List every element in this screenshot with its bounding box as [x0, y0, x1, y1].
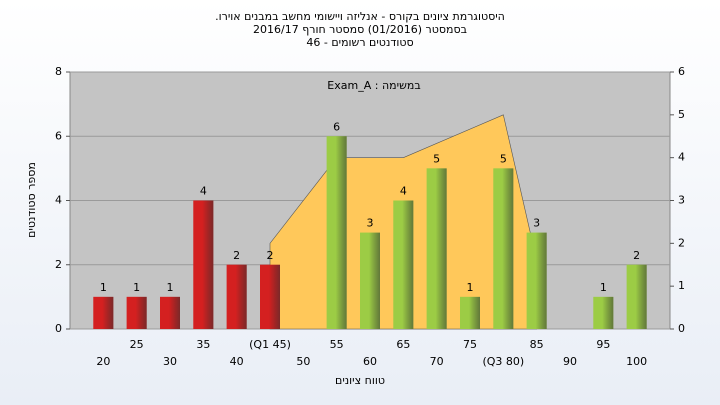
annotation: במשימה : Exam_A	[327, 79, 420, 92]
y-tick-label: 8	[55, 65, 62, 78]
bar-shade	[326, 136, 347, 329]
bar-shade	[160, 296, 180, 329]
y-axis-title: מספר סטודנטים	[25, 162, 38, 238]
x-tick-label: 50	[296, 355, 310, 368]
bar-shade	[126, 296, 147, 329]
chart-title: היסטוגרמת ציונים בקורס - אנליזה ויישומי …	[215, 10, 505, 23]
x-tick-label: (Q3 80)	[482, 355, 524, 368]
x-tick-label: 90	[563, 355, 577, 368]
data-label: 2	[233, 249, 240, 262]
data-label: 3	[367, 217, 374, 230]
x-tick-label: 35	[196, 338, 210, 351]
bar-shade	[526, 232, 547, 329]
chart-subtitle: בסמסטר (01/2016) סמסטר חורף 2016/17	[253, 23, 467, 36]
y2-tick-label: 4	[678, 151, 685, 164]
y-tick-label: 4	[55, 194, 62, 207]
bar-shade	[426, 168, 447, 329]
data-label: 1	[467, 281, 474, 294]
x-tick-label: 95	[596, 338, 610, 351]
x-tick-label: 65	[396, 338, 410, 351]
y-tick-label: 0	[55, 322, 62, 335]
data-label: 1	[133, 281, 140, 294]
data-label: 4	[200, 185, 207, 198]
y-tick-label: 2	[55, 258, 62, 271]
data-label: 1	[167, 281, 174, 294]
x-tick-label: 60	[363, 355, 377, 368]
data-label: 1	[100, 281, 107, 294]
data-label: 5	[433, 152, 440, 165]
bar-shade	[226, 264, 247, 329]
y2-tick-label: 3	[678, 194, 685, 207]
data-label: 4	[400, 185, 407, 198]
x-tick-label: 20	[96, 355, 110, 368]
x-tick-label: (Q1 45)	[249, 338, 291, 351]
bar-shade	[493, 168, 514, 329]
x-tick-label: 75	[463, 338, 477, 351]
x-tick-label: 100	[626, 355, 647, 368]
data-label: 6	[333, 120, 340, 133]
data-label: 2	[267, 249, 274, 262]
bar-shade	[626, 264, 647, 329]
data-label: 2	[633, 249, 640, 262]
bar-shade	[260, 264, 280, 329]
x-tick-label: 30	[163, 355, 177, 368]
x-tick-label: 70	[430, 355, 444, 368]
x-tick-label: 40	[230, 355, 244, 368]
bar-shade	[593, 296, 614, 329]
y2-tick-label: 2	[678, 236, 685, 249]
bar-shade	[93, 296, 114, 329]
y-tick-label: 6	[55, 129, 62, 142]
data-label: 3	[533, 217, 540, 230]
bar-shade	[460, 296, 480, 329]
bar-shade	[393, 200, 414, 329]
data-label: 5	[500, 152, 507, 165]
y2-tick-label: 6	[678, 65, 685, 78]
x-tick-label: 25	[130, 338, 144, 351]
bar-shade	[193, 200, 214, 329]
data-label: 1	[600, 281, 607, 294]
chart-subtitle: סטודנטים רשומים - 46	[306, 36, 413, 49]
x-tick-label: 85	[530, 338, 544, 351]
y2-tick-label: 1	[678, 279, 685, 292]
x-axis-title: טווח ציונים	[335, 374, 385, 387]
y2-tick-label: 5	[678, 108, 685, 121]
y2-tick-label: 0	[678, 322, 685, 335]
x-tick-label: 55	[330, 338, 344, 351]
bar-shade	[360, 232, 380, 329]
